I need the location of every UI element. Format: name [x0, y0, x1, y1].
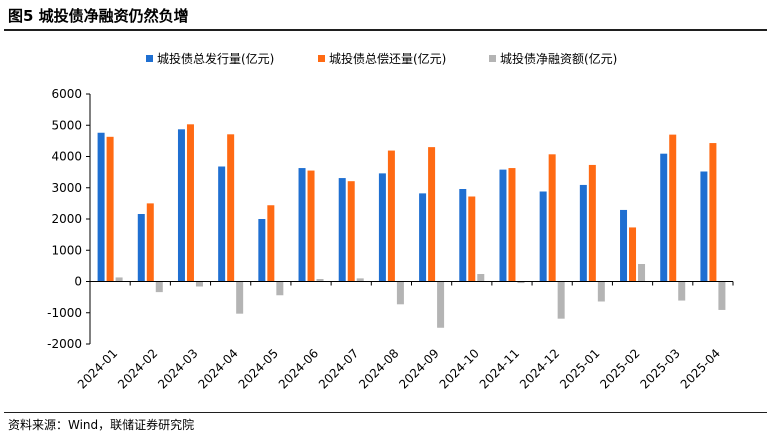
bars — [97, 124, 726, 328]
bar-2024-08-s0 — [378, 173, 386, 282]
bar-2024-01-s0 — [97, 132, 105, 282]
bar-2025-04-s2 — [718, 281, 726, 310]
bar-2024-08-s2 — [396, 281, 404, 305]
x-tick-label-2024-02: 2024-02 — [115, 346, 160, 391]
x-tick-label-2025-04: 2025-04 — [678, 346, 723, 391]
legend-swatch-0 — [146, 55, 153, 62]
x-axis: 2024-012024-022024-032024-042024-052024-… — [75, 281, 734, 392]
bar-2024-05-s0 — [258, 219, 266, 282]
y-tick-label-0: 6000 — [51, 87, 82, 101]
x-tick-label-2024-07: 2024-07 — [316, 346, 361, 391]
bar-2024-06-s0 — [298, 168, 306, 282]
x-tick-label-2024-06: 2024-06 — [276, 346, 321, 391]
bar-2025-02-s0 — [620, 209, 628, 282]
bar-2024-12-s0 — [539, 191, 547, 282]
legend-label-0: 城投债总发行量(亿元) — [157, 51, 274, 66]
bar-2025-04-s0 — [700, 171, 708, 282]
bar-2024-01-s2 — [115, 277, 123, 282]
legend-label-1: 城投债总偿还量(亿元) — [329, 51, 446, 66]
bar-2024-02-s2 — [155, 281, 163, 293]
bar-2025-03-s1 — [669, 134, 677, 282]
bar-2025-01-s1 — [588, 164, 596, 282]
bar-2025-03-s0 — [660, 153, 668, 282]
bar-2024-08-s1 — [387, 150, 395, 282]
bar-2024-06-s1 — [307, 170, 315, 282]
bar-2024-09-s0 — [419, 193, 427, 282]
bar-2024-02-s0 — [137, 214, 145, 282]
bar-2024-09-s1 — [428, 147, 436, 282]
bar-2025-02-s2 — [638, 264, 646, 282]
bar-2025-04-s1 — [709, 143, 717, 282]
bar-2024-12-s2 — [557, 281, 565, 319]
bar-2024-11-s0 — [499, 169, 507, 282]
legend: 城投债总发行量(亿元) 城投债总偿还量(亿元) 城投债净融资额(亿元) — [146, 51, 617, 66]
bar-2024-09-s2 — [437, 281, 445, 328]
bar-2024-03-s1 — [186, 124, 194, 282]
x-tick-label-2025-02: 2025-02 — [597, 346, 642, 391]
x-tick-label-2025-03: 2025-03 — [637, 346, 682, 391]
x-tick-label-2024-11: 2024-11 — [477, 346, 522, 391]
bar-2024-10-s0 — [459, 189, 467, 282]
bar-2024-11-s2 — [517, 281, 525, 284]
bar-2025-03-s2 — [678, 281, 686, 301]
y-tick-label-4: 2000 — [51, 212, 82, 226]
x-tick-label-2024-10: 2024-10 — [437, 346, 482, 391]
x-tick-label-2025-01: 2025-01 — [557, 346, 602, 391]
bar-2025-02-s1 — [629, 227, 637, 282]
bar-2025-01-s0 — [579, 184, 587, 282]
x-tick-label-2024-04: 2024-04 — [195, 346, 240, 391]
bar-2024-07-s1 — [347, 181, 355, 282]
bar-2024-10-s1 — [468, 196, 476, 282]
bar-2024-01-s1 — [106, 136, 114, 282]
bar-2024-04-s2 — [236, 281, 244, 314]
y-tick-label-3: 3000 — [51, 181, 82, 195]
bar-2024-05-s1 — [267, 205, 275, 282]
y-axis: 6000 5000 4000 3000 2000 1000 0 -1000 -2000 — [47, 87, 91, 351]
y-tick-label-8: -2000 — [47, 337, 82, 351]
x-tick-label-2024-03: 2024-03 — [155, 346, 200, 391]
bar-2024-03-s2 — [195, 281, 203, 287]
legend-label-2: 城投债净融资额(亿元) — [500, 51, 617, 66]
bar-2024-06-s2 — [316, 279, 324, 282]
x-tick-label-2024-12: 2024-12 — [517, 346, 562, 391]
y-tick-label-5: 1000 — [51, 243, 82, 257]
legend-swatch-2 — [489, 55, 496, 62]
legend-swatch-1 — [318, 55, 325, 62]
bar-2024-12-s1 — [548, 154, 556, 282]
bar-2024-07-s2 — [356, 278, 364, 282]
source-rule — [4, 412, 767, 413]
bar-2024-03-s0 — [177, 129, 185, 282]
x-tick-label-2024-09: 2024-09 — [396, 346, 441, 391]
bar-2024-04-s1 — [227, 134, 235, 282]
title-rule — [4, 29, 767, 31]
y-tick-label-6: 0 — [74, 275, 82, 289]
source-note: 资料来源：Wind，联储证券研究院 — [8, 418, 195, 432]
x-tick-label-2024-01: 2024-01 — [75, 346, 120, 391]
bar-2024-11-s1 — [508, 168, 516, 282]
bar-2024-10-s2 — [477, 274, 485, 282]
figure-title: 图5 城投债净融资仍然负增 — [8, 7, 189, 25]
bar-2024-04-s0 — [218, 166, 226, 282]
x-tick-label-2024-05: 2024-05 — [236, 346, 281, 391]
bar-2025-01-s2 — [597, 281, 605, 302]
y-tick-label-7: -1000 — [47, 306, 82, 320]
y-tick-label-1: 5000 — [51, 118, 82, 132]
bar-2024-07-s0 — [338, 178, 346, 282]
y-tick-label-2: 4000 — [51, 150, 82, 164]
bar-2024-05-s2 — [276, 281, 284, 296]
x-tick-label-2024-08: 2024-08 — [356, 346, 401, 391]
bar-chart: 城投债总发行量(亿元) 城投债总偿还量(亿元) 城投债净融资额(亿元) 6000 50… — [47, 51, 734, 392]
bar-2024-02-s1 — [146, 203, 154, 282]
